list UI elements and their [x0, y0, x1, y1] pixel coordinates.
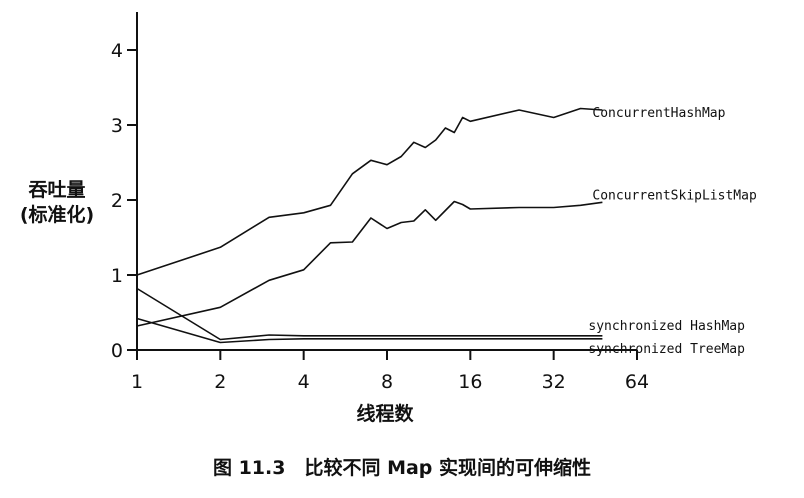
x-tick-label: 1: [131, 371, 143, 393]
series-line: [136, 107, 603, 276]
x-tick-label: 32: [542, 371, 566, 393]
series-label: ConcurrentHashMap: [592, 106, 725, 121]
y-tick-label: 3: [111, 115, 123, 137]
y-axis-label-line2: (标准化): [20, 203, 94, 226]
chart-axes: [136, 12, 637, 351]
series-label: synchronized TreeMap: [588, 342, 745, 357]
chart-series-labels: ConcurrentHashMap ConcurrentSkipListMap sy…: [588, 106, 757, 357]
series-label: synchronized HashMap: [588, 319, 745, 334]
chart-series: [136, 107, 603, 344]
y-tick-label: 0: [111, 340, 123, 362]
x-axis-label: 线程数: [356, 402, 414, 425]
series-line: [136, 200, 603, 327]
series-line: [136, 317, 603, 344]
y-tick-label: 1: [111, 265, 123, 287]
x-tick-label: 16: [458, 371, 482, 393]
figure-caption: 图 11.3 比较不同 Map 实现间的可伸缩性: [212, 457, 592, 479]
y-tick-label: 2: [111, 190, 123, 212]
x-tick-label: 64: [625, 371, 649, 393]
x-tick-label: 2: [214, 371, 226, 393]
x-tick-label: 4: [298, 371, 310, 393]
series-label: ConcurrentSkipListMap: [592, 188, 757, 203]
y-axis-label-line1: 吞吐量: [28, 179, 85, 201]
series-line: [136, 287, 603, 341]
x-tick-label: 8: [381, 371, 393, 393]
y-tick-label: 4: [111, 40, 123, 62]
